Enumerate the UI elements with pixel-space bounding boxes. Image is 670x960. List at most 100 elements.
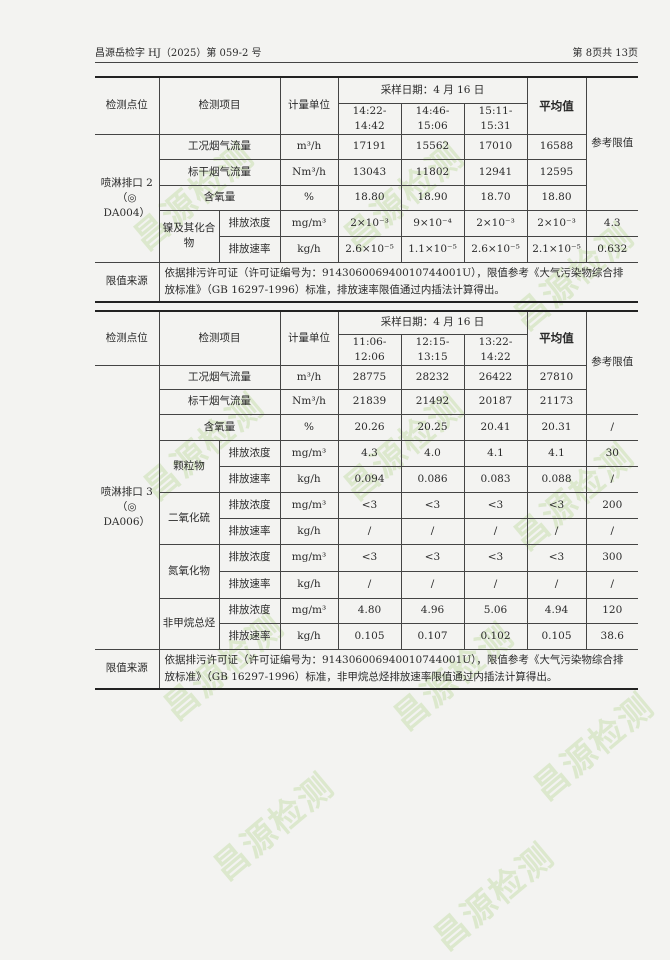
measured-value: / <box>400 570 465 599</box>
average-value: 20.31 <box>526 413 587 441</box>
measured-value: 18.80 <box>337 184 402 211</box>
table-row: 检测点位 检测项目 计量单位 采样日期：4 月 16 日平均值 参考限值 <box>95 75 638 211</box>
limit-value: 120 <box>585 597 638 624</box>
header-limit: 参考限值 <box>585 309 638 415</box>
average-value: / <box>526 517 587 545</box>
watermark-stamp: 昌源检测 <box>426 835 563 959</box>
document-number: 昌源岳检字 HJ（2025）第 059-2 号 <box>95 48 262 59</box>
table-row: 限值来源 依据排污许可证（许可证编号为：914306006940010744001… <box>95 261 638 303</box>
measured-value: 13043 <box>337 158 402 186</box>
measured-value: 21839 <box>337 388 402 415</box>
measured-value: 28775 <box>337 364 402 390</box>
unit: kg/h <box>279 465 339 493</box>
unit: m³/h <box>279 133 339 160</box>
watermark-stamp: 昌源检测 <box>526 685 663 809</box>
measured-value: / <box>337 570 402 599</box>
emission-table-da004: 检测点位 检测项目 计量单位 采样日期：4 月 16 日平均值 参考限值 14:22-14… <box>95 75 638 303</box>
limit-value: 0.632 <box>585 235 638 263</box>
item-name: 工况烟气流量 <box>158 364 281 390</box>
measured-value: / <box>463 570 528 599</box>
pollutant-name: 非甲烷总烃 <box>158 597 220 650</box>
item-name: 含氧量 <box>158 413 281 441</box>
unit: kg/h <box>279 622 339 650</box>
limit-value: / <box>585 570 638 599</box>
item-name: 排放速率 <box>218 465 281 493</box>
measured-value: 28232 <box>400 364 465 390</box>
measured-value: / <box>463 517 528 545</box>
header-item: 检测项目 <box>158 309 281 366</box>
limit-value: 38.6 <box>585 622 638 650</box>
item-name: 排放速率 <box>218 517 281 545</box>
unit: kg/h <box>279 570 339 599</box>
measured-value: <3 <box>463 491 528 519</box>
measured-value: / <box>337 517 402 545</box>
measured-value: 0.083 <box>463 465 528 493</box>
measured-value: <3 <box>337 543 402 572</box>
header-sampling-date: 采样日期：4 月 16 日 <box>337 310 528 335</box>
header-time-slot: 13:22-14:22 <box>463 333 528 366</box>
limit-source-text: 依据排污许可证（许可证编号为：914306006940010744001U），限… <box>158 648 638 690</box>
header-time-slot: 14:22-14:42 <box>337 102 402 135</box>
header-average: 平均值 <box>526 75 587 135</box>
limit-source-label: 限值来源 <box>95 648 160 690</box>
measured-value: 5.06 <box>463 597 528 624</box>
measured-value: 0.102 <box>463 622 528 650</box>
item-name: 排放速率 <box>218 622 281 650</box>
measured-value: 18.90 <box>400 184 465 211</box>
unit: mg/m³ <box>279 543 339 572</box>
measured-value: 4.3 <box>337 439 402 467</box>
unit: % <box>279 413 339 441</box>
table-row: 标干烟气流量 Nm³/h 21839 21492 20187 21173 <box>95 388 638 415</box>
measured-value: 20.41 <box>463 413 528 441</box>
limit-value: / <box>585 517 638 545</box>
item-name: 排放速率 <box>218 235 281 263</box>
table-row: 喷淋排口 3（◎ DA006） 工况烟气流量 m³/h 28775 28232 26422… <box>95 364 638 650</box>
table-row: 排放速率 kg/h / / / / / <box>95 570 638 599</box>
item-name: 排放浓度 <box>218 209 281 237</box>
unit: Nm³/h <box>279 158 339 186</box>
header-average: 平均值 <box>526 309 587 366</box>
measured-value: <3 <box>400 543 465 572</box>
measured-value: 21492 <box>400 388 465 415</box>
table-row: 含氧量% 20.26 20.25 20.41 20.31/ <box>95 413 638 441</box>
header-item: 检测项目 <box>158 75 281 135</box>
measured-value: 1.1×10⁻⁵ <box>400 235 465 263</box>
measured-value: 2.6×10⁻⁵ <box>463 235 528 263</box>
header-unit: 计量单位 <box>279 309 339 366</box>
unit: kg/h <box>279 235 339 263</box>
table-row: 排放速率 kg/h 2.6×10⁻⁵ 1.1×10⁻⁵ 2.6×10⁻⁵ 2.1×10⁻⁵… <box>95 235 638 263</box>
measured-value: 9×10⁻⁴ <box>400 209 465 237</box>
average-value: 0.105 <box>526 622 587 650</box>
average-value: <3 <box>526 491 587 519</box>
unit: mg/m³ <box>279 209 339 237</box>
pollutant-name: 二氧化硫 <box>158 491 220 545</box>
average-value: 12595 <box>526 158 587 186</box>
header-sampling-date: 采样日期：4 月 16 日 <box>337 76 528 104</box>
item-name: 排放浓度 <box>218 439 281 467</box>
measured-value: 20.26 <box>337 413 402 441</box>
limit-value: 300 <box>585 543 638 572</box>
page-number: 第 8页共 13页 <box>572 48 638 59</box>
table-row: 二氧化硫 排放浓度 mg/m³ <3 <3 <3 <3 200 <box>95 491 638 545</box>
measured-value: 12941 <box>463 158 528 186</box>
measured-value: 0.105 <box>337 622 402 650</box>
measured-value: <3 <box>400 491 465 519</box>
header-time-slot: 14:46-15:06 <box>400 102 465 135</box>
table-row: 喷淋排口 2（◎ DA004） 工况烟气流量 m³/h 17191 15562 17010… <box>95 133 638 263</box>
item-name: 排放浓度 <box>218 491 281 519</box>
measured-value: 2×10⁻³ <box>463 209 528 237</box>
measured-value: 4.80 <box>337 597 402 624</box>
measured-value: 17191 <box>337 133 402 160</box>
table-row: 颗粒物 排放浓度 mg/m³ 4.3 4.0 4.1 4.1 30 <box>95 439 638 493</box>
measured-value: 17010 <box>463 133 528 160</box>
measured-value: 0.107 <box>400 622 465 650</box>
monitoring-point: 喷淋排口 3（◎ DA006） <box>95 364 160 650</box>
average-value: 16588 <box>526 133 587 160</box>
average-value: / <box>526 570 587 599</box>
measured-value: 2×10⁻³ <box>337 209 402 237</box>
measured-value: 0.094 <box>337 465 402 493</box>
table-row: 含氧量% 18.80 18.90 18.70 18.80 <box>95 184 638 211</box>
pollutant-name: 颗粒物 <box>158 439 220 493</box>
measured-value: 0.086 <box>400 465 465 493</box>
measured-value: <3 <box>463 543 528 572</box>
